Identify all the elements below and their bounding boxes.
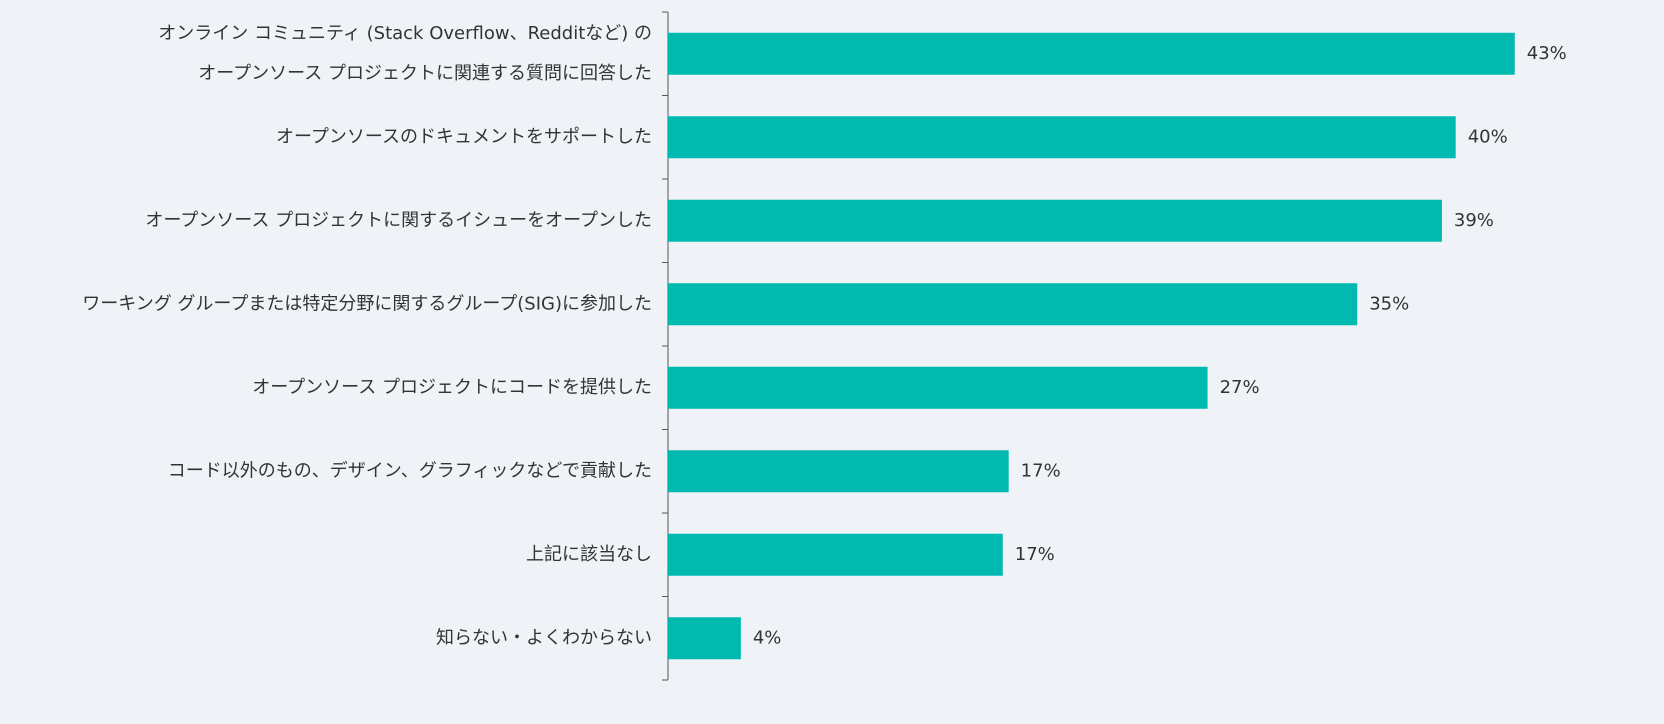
- y-tick-label: 知らない・よくわからない: [436, 627, 652, 648]
- y-tick-label: オープンソース プロジェクトに関するイシューをオープンした: [145, 210, 652, 231]
- value-label: 43%: [1527, 43, 1567, 64]
- bar: [668, 283, 1358, 326]
- y-tick-label: オープンソースのドキュメントをサポートした: [276, 126, 652, 147]
- y-tick-label: オンライン コミュニティ (Stack Overflow、Redditなど) の: [158, 23, 652, 44]
- bar: [668, 450, 1009, 493]
- value-label: 17%: [1015, 544, 1055, 565]
- bar: [668, 533, 1003, 576]
- y-tick-label: ワーキング グループまたは特定分野に関するグループ(SIG)に参加した: [82, 293, 652, 314]
- y-tick-label: コード以外のもの、デザイン、グラフィックなどで貢献した: [168, 460, 652, 481]
- value-label: 4%: [753, 627, 782, 648]
- bar: [668, 32, 1515, 75]
- y-tick-label: オープンソース プロジェクトに関連する質問に回答した: [198, 63, 652, 84]
- y-tick-label: オープンソース プロジェクトにコードを提供した: [252, 377, 652, 398]
- value-label: 17%: [1021, 460, 1061, 481]
- value-label: 40%: [1468, 126, 1508, 147]
- bar: [668, 199, 1442, 242]
- value-label: 39%: [1454, 210, 1494, 231]
- value-label: 35%: [1369, 293, 1409, 314]
- y-tick-label: 上記に該当なし: [526, 544, 652, 565]
- value-label: 27%: [1220, 377, 1260, 398]
- bar: [668, 116, 1456, 159]
- bar: [668, 617, 741, 660]
- bar: [668, 366, 1208, 409]
